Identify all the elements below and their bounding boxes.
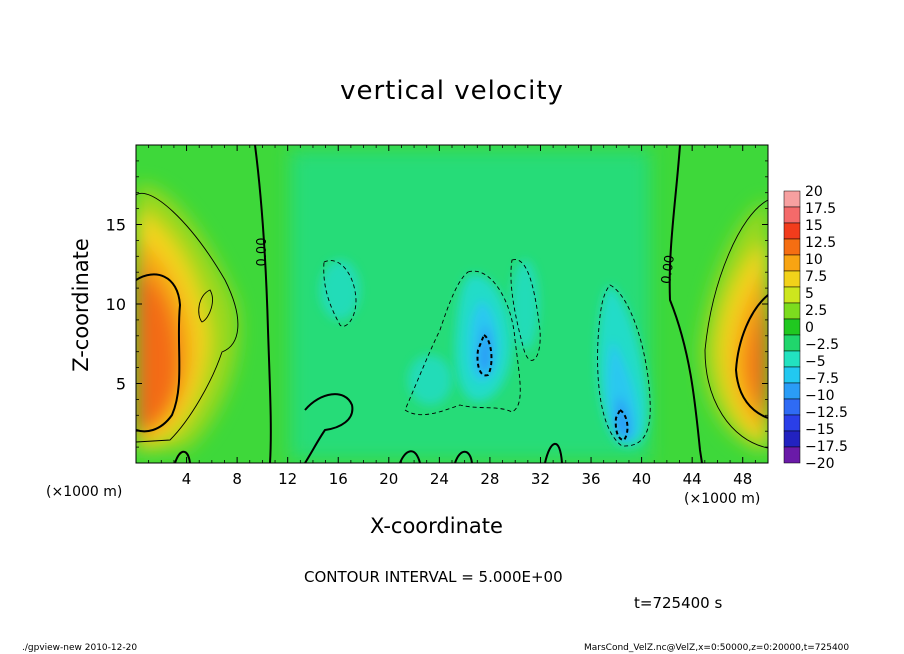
x-tick-label: 8	[232, 470, 242, 488]
colorbar-label: −7.5	[805, 371, 839, 387]
colorbar-label: −15	[805, 422, 835, 438]
colorbar-swatch	[783, 398, 801, 416]
colorbar-label: 7.5	[805, 269, 827, 285]
x-tick-label: 32	[531, 470, 550, 488]
colorbar-label: 17.5	[805, 201, 836, 217]
footer-left: ./gpview-new 2010-12-20	[22, 643, 138, 653]
x-tick-label: 28	[480, 470, 499, 488]
colorbar-swatch	[783, 382, 801, 400]
footer-right: MarsCond_VelZ.nc@VelZ,x=0:50000,z=0:2000…	[584, 643, 850, 653]
x-tick-label: 36	[581, 470, 600, 488]
colorbar-swatch	[783, 302, 801, 320]
time-label: t=725400 s	[634, 594, 723, 612]
colorbar-swatch	[783, 238, 801, 256]
colorbar-label: 10	[805, 252, 823, 268]
colorbar-swatch	[783, 190, 801, 208]
heatmap-field	[136, 145, 768, 463]
colorbar: 2017.51512.5107.552.50−2.5−5−7.5−10−12.5…	[783, 184, 848, 472]
colorbar-swatch	[783, 414, 801, 432]
y-tick-label: 15	[106, 216, 126, 235]
y-tick-label: 10	[106, 295, 126, 314]
colorbar-label: 15	[805, 218, 823, 234]
x-tick-label: 4	[182, 470, 192, 488]
colorbar-swatch	[783, 286, 801, 304]
x-axis-label: X-coordinate	[370, 514, 503, 538]
zero-label-left: 0.00	[255, 238, 270, 267]
y-axis-label: Z-coordinate	[69, 238, 93, 372]
colorbar-label: −20	[805, 456, 835, 472]
colorbar-swatch	[783, 254, 801, 272]
colorbar-label: −10	[805, 388, 835, 404]
y-axis: 5 10 15	[106, 160, 768, 448]
colorbar-label: 20	[805, 184, 823, 200]
x-tick-label: 48	[733, 470, 752, 488]
colorbar-label: −17.5	[805, 439, 848, 455]
colorbar-label: −12.5	[805, 405, 848, 421]
colorbar-label: 5	[805, 286, 814, 302]
colorbar-swatch	[783, 206, 801, 224]
colorbar-swatch	[783, 318, 801, 336]
x-tick-label: 16	[329, 470, 348, 488]
x-unit-left: (×1000 m)	[46, 484, 123, 500]
colorbar-label: 0	[805, 320, 814, 336]
colorbar-swatch	[783, 222, 801, 240]
colorbar-swatch	[783, 366, 801, 384]
colorbar-label: −5	[805, 354, 826, 370]
colorbar-label: −2.5	[805, 337, 839, 353]
y-tick-label: 5	[116, 375, 126, 394]
zero-label-right: 0.00	[659, 254, 678, 285]
x-tick-label: 24	[430, 470, 449, 488]
x-unit-right: (×1000 m)	[684, 491, 761, 507]
x-axis: 4 8 12 16 20 24 28 32 36 40 44 48	[148, 145, 756, 488]
colorbar-swatch	[783, 350, 801, 368]
colorbar-label: 2.5	[805, 303, 827, 319]
x-tick-label: 40	[632, 470, 651, 488]
chart-title: vertical velocity	[340, 76, 564, 106]
x-tick-label: 20	[379, 470, 398, 488]
contour-interval: CONTOUR INTERVAL = 5.000E+00	[304, 568, 563, 586]
colorbar-swatch	[783, 446, 801, 464]
colorbar-label: 12.5	[805, 235, 836, 251]
colorbar-swatch	[783, 430, 801, 448]
x-tick-label: 44	[683, 470, 702, 488]
colorbar-swatch	[783, 270, 801, 288]
colorbar-swatch	[783, 334, 801, 352]
zero-contour-labels: 0.00 0.00	[255, 238, 678, 285]
x-tick-label: 12	[278, 470, 297, 488]
